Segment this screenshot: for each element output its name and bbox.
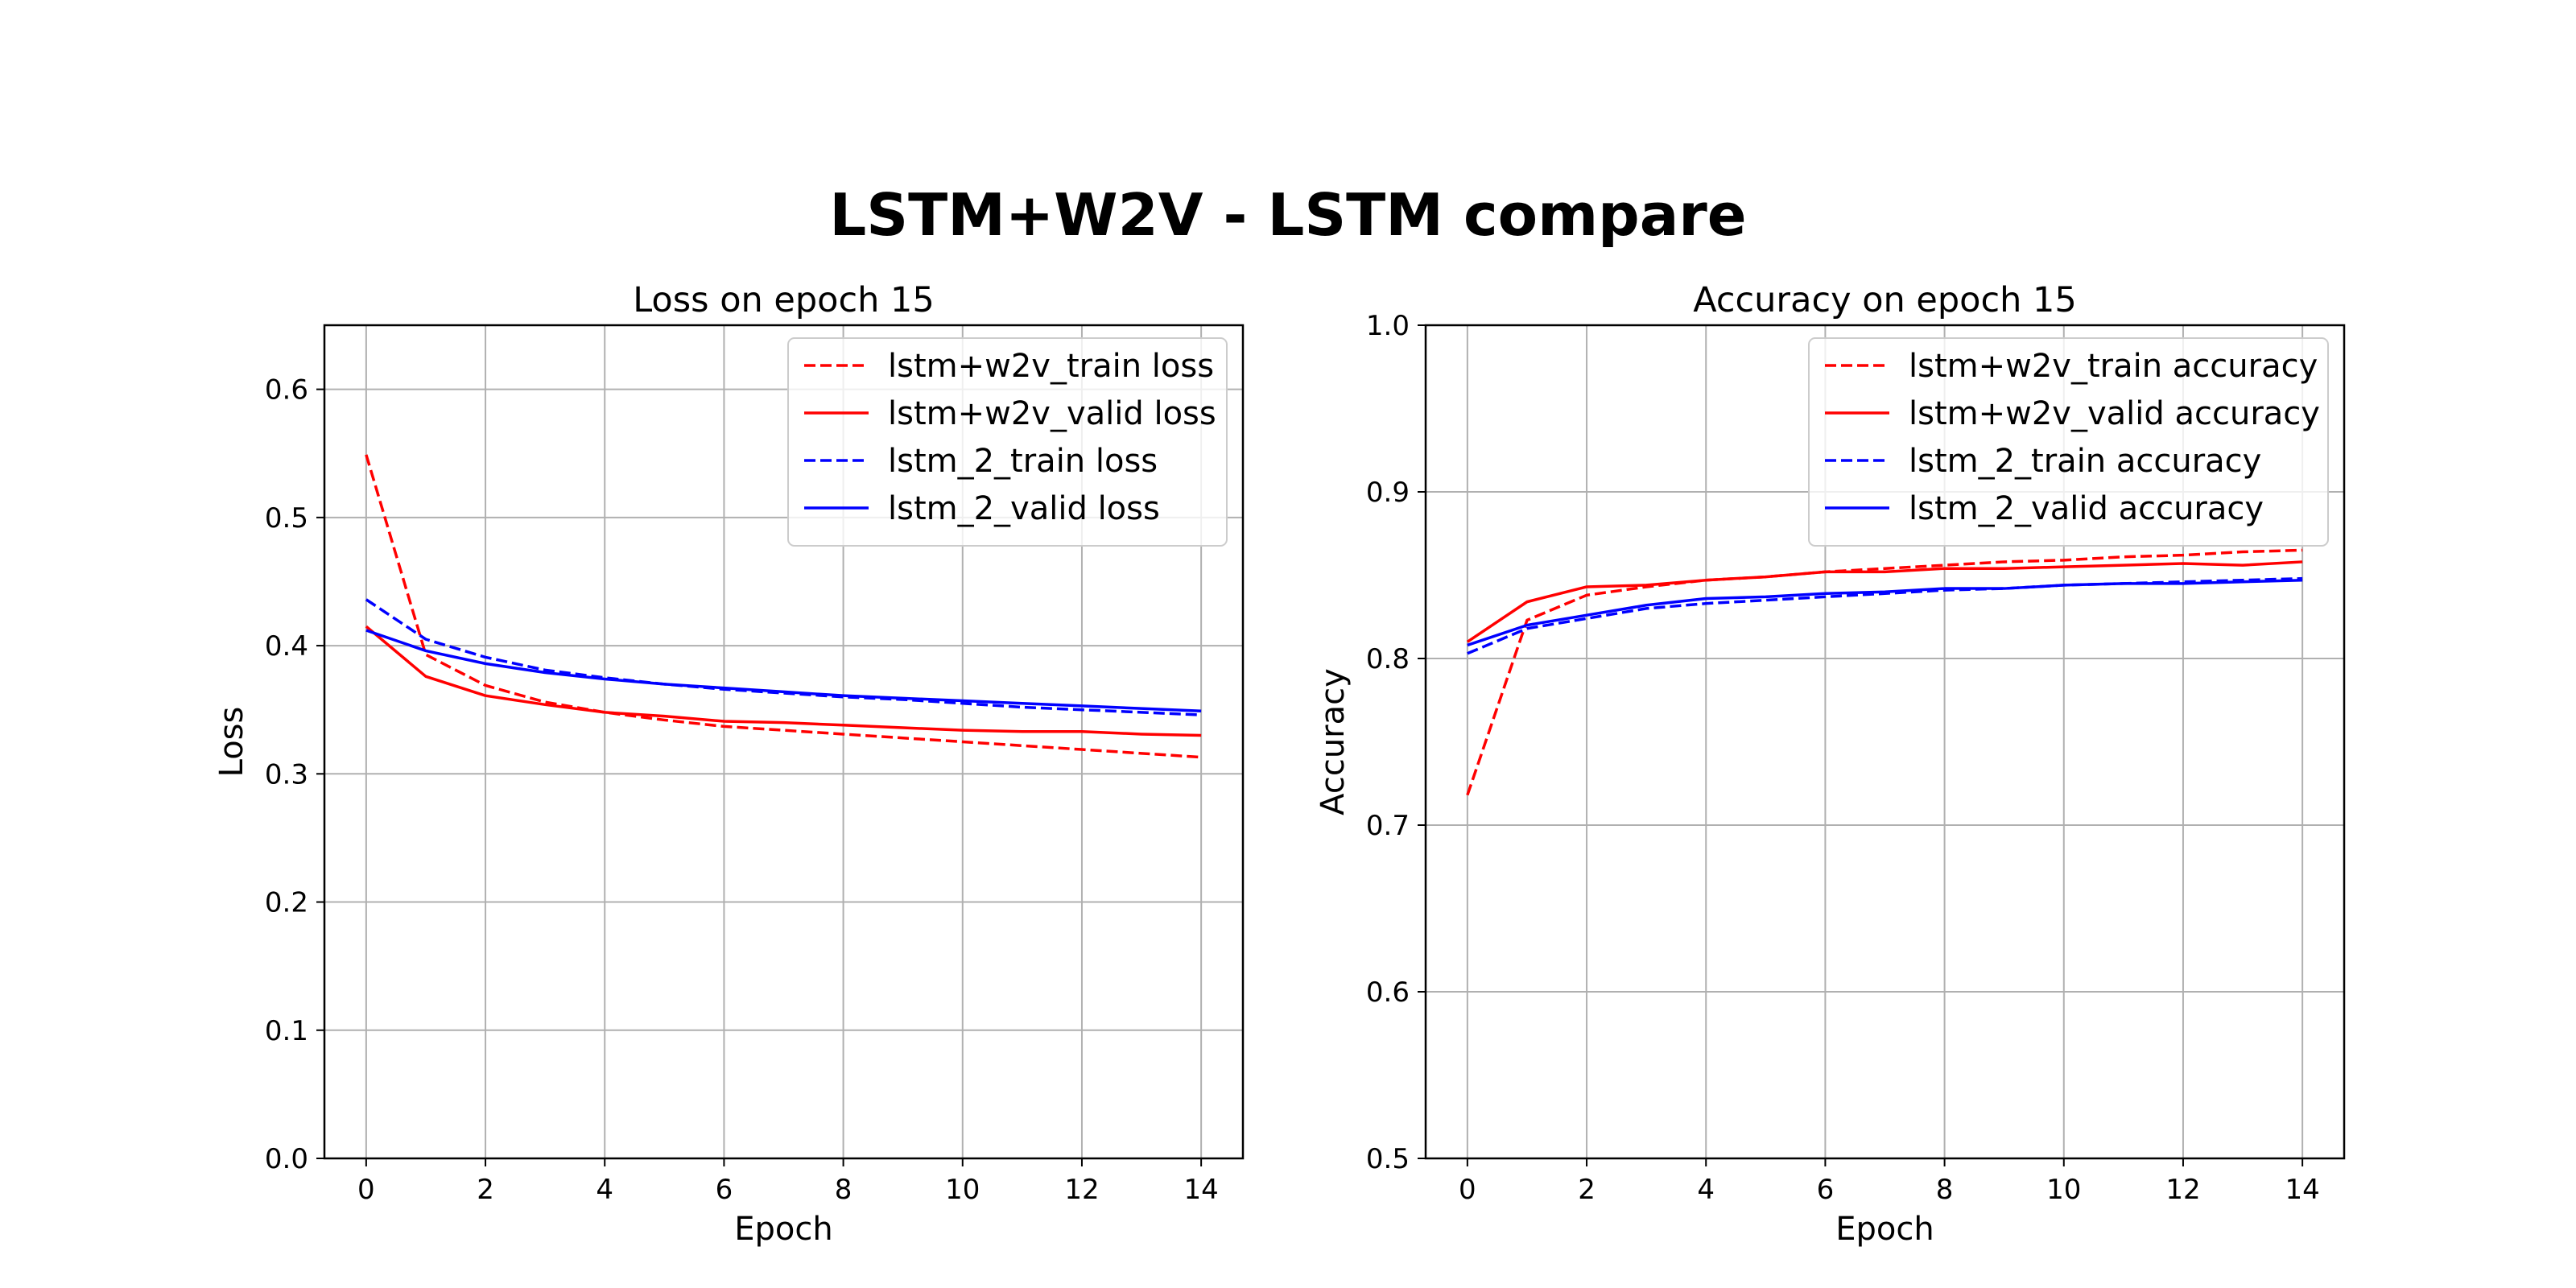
chart-1-ytick-label-0: 0.5 <box>1366 1143 1410 1175</box>
chart-0-legend: lstm+w2v_train loss lstm+w2v_valid loss ls… <box>787 337 1228 547</box>
chart-0-xtick-label-7: 14 <box>1184 1174 1219 1206</box>
chart-0-xtick-label-2: 4 <box>596 1174 613 1206</box>
chart-0-legend-box <box>787 337 1228 547</box>
chart-1-xtick-label-2: 4 <box>1697 1174 1715 1206</box>
chart-1-xlabel: Epoch <box>1835 1211 1934 1248</box>
chart-1-legend-label-1: lstm+w2v_valid accuracy <box>1909 395 2320 432</box>
chart-1-legend-label-0: lstm+w2v_train accuracy <box>1909 348 2318 385</box>
chart-0-axes-frame <box>323 324 1245 1160</box>
chart-1-ytick-label-4: 0.9 <box>1366 477 1410 509</box>
chart-0-ytick-label-5: 0.5 <box>265 502 308 535</box>
chart-0-legend-label-2: lstm_2_train loss <box>888 443 1158 480</box>
chart-1-ytick-label-5: 1.0 <box>1366 310 1410 342</box>
chart-0-ytick-label-4: 0.4 <box>265 630 308 663</box>
chart-0-ytick-label-1: 0.1 <box>265 1015 308 1047</box>
chart-0-xtick-label-3: 6 <box>716 1174 733 1206</box>
chart-1-ylabel: Accuracy <box>1315 668 1352 815</box>
chart-0-legend-label-1: lstm+w2v_valid loss <box>888 395 1216 432</box>
chart-1-ytick-label-2: 0.7 <box>1366 810 1410 842</box>
chart-1-series-line-0 <box>1466 548 2303 796</box>
chart-0-series-line-3 <box>365 629 1202 713</box>
accuracy-chart: 0 2 4 6 8 10 12 14 0.5 0.6 0.7 0.8 0.9 1.0 Accuracy on… <box>1315 280 2346 1248</box>
chart-1-ytick-label-3: 0.8 <box>1366 643 1410 675</box>
chart-1-series-line-3 <box>1467 578 2303 647</box>
chart-1-xtick-label-1: 2 <box>1578 1174 1596 1206</box>
chart-0-xtick-label-6: 12 <box>1064 1174 1099 1206</box>
chart-1-series-line-2 <box>1467 576 2303 655</box>
chart-0-xtick-label-5: 10 <box>945 1174 980 1206</box>
chart-0-legend-label-0: lstm+w2v_train loss <box>888 348 1214 385</box>
chart-1-xtick-label-3: 6 <box>1817 1174 1835 1206</box>
chart-0-xtick-label-4: 8 <box>835 1174 852 1206</box>
chart-0-ytick-label-6: 0.6 <box>265 374 308 407</box>
chart-0-series-line-1 <box>365 625 1202 737</box>
chart-1-series-line-1 <box>1466 560 2303 643</box>
chart-1-legend-label-3: lstm_2_valid accuracy <box>1909 490 2264 527</box>
chart-0-ytick-label-3: 0.3 <box>265 758 308 791</box>
chart-0-series-line-0 <box>365 454 1202 759</box>
chart-1-ytick-label-1: 0.6 <box>1366 976 1410 1009</box>
chart-0-ytick-label-2: 0.2 <box>265 887 308 919</box>
chart-1-title: Accuracy on epoch 15 <box>1693 280 2077 320</box>
chart-0-xlabel: Epoch <box>734 1211 832 1248</box>
chart-1-legend: lstm+w2v_train accuracy lstm+w2v_valid ac… <box>1808 337 2329 547</box>
figure-title: LSTM+W2V - LSTM compare <box>829 181 1746 249</box>
chart-1-legend-label-2: lstm_2_train accuracy <box>1909 443 2261 480</box>
chart-1-xtick-label-0: 0 <box>1459 1174 1476 1206</box>
chart-0-ytick-label-0: 0.0 <box>265 1143 308 1175</box>
chart-1-xtick-label-6: 12 <box>2165 1174 2200 1206</box>
chart-1-xtick-label-7: 14 <box>2285 1174 2320 1206</box>
chart-0-title: Loss on epoch 15 <box>633 280 935 320</box>
chart-1-xtick-label-5: 10 <box>2046 1174 2081 1206</box>
chart-0-xtick-label-0: 0 <box>357 1174 375 1206</box>
loss-chart: 0 2 4 6 8 10 12 14 0.0 0.1 0.2 0.3 0.4 0.5 0.6 Loss on … <box>213 280 1245 1248</box>
chart-1-legend-box <box>1808 337 2329 547</box>
chart-0-ylabel: Loss <box>213 707 250 778</box>
chart-1-axes-frame <box>1424 324 2346 1160</box>
chart-0-legend-label-3: lstm_2_valid loss <box>888 490 1160 527</box>
chart-1-xtick-label-4: 8 <box>1936 1174 1954 1206</box>
chart-0-xtick-label-1: 2 <box>477 1174 494 1206</box>
